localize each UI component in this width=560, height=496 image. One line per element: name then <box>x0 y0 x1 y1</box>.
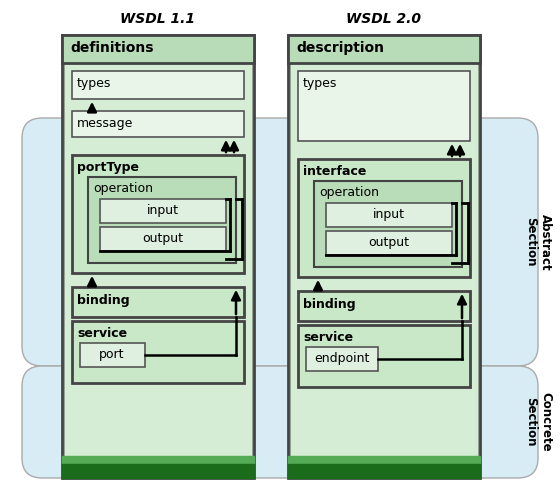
Text: input: input <box>373 208 405 221</box>
Bar <box>306 347 378 371</box>
Bar <box>80 343 145 367</box>
Text: port: port <box>99 348 125 361</box>
Bar <box>62 35 254 63</box>
Bar <box>298 71 470 141</box>
Bar <box>72 71 244 99</box>
Bar <box>298 159 470 277</box>
Text: WSDL 2.0: WSDL 2.0 <box>347 12 422 26</box>
Bar <box>88 177 236 263</box>
Text: Concrete
Section: Concrete Section <box>524 392 552 452</box>
Bar <box>62 456 254 464</box>
Text: output: output <box>368 236 409 249</box>
Text: WSDL 1.1: WSDL 1.1 <box>120 12 195 26</box>
Text: endpoint: endpoint <box>314 352 370 365</box>
Bar <box>298 325 470 387</box>
Text: binding: binding <box>303 298 356 311</box>
FancyBboxPatch shape <box>22 366 538 478</box>
Text: operation: operation <box>319 186 379 199</box>
Text: Abstract
Section: Abstract Section <box>524 214 552 270</box>
Text: message: message <box>77 117 133 130</box>
Text: portType: portType <box>77 161 139 174</box>
Bar <box>72 155 244 273</box>
Bar <box>62 35 254 478</box>
Bar <box>100 199 226 223</box>
Text: types: types <box>77 77 111 90</box>
Bar <box>100 227 226 251</box>
Bar <box>64 63 252 456</box>
Text: types: types <box>303 77 337 90</box>
Bar <box>62 464 254 478</box>
Bar <box>288 35 480 478</box>
Bar <box>72 321 244 383</box>
FancyBboxPatch shape <box>22 118 538 366</box>
Bar <box>72 111 244 137</box>
Bar <box>72 287 244 317</box>
Text: service: service <box>77 327 127 340</box>
Bar <box>290 63 478 456</box>
Text: interface: interface <box>303 165 366 178</box>
Bar <box>298 291 470 321</box>
Text: description: description <box>296 41 384 55</box>
Text: binding: binding <box>77 294 129 307</box>
Text: output: output <box>142 232 184 245</box>
Text: definitions: definitions <box>70 41 153 55</box>
Text: input: input <box>147 204 179 217</box>
Bar <box>288 464 480 478</box>
Bar <box>288 456 480 464</box>
Text: service: service <box>303 331 353 344</box>
Text: operation: operation <box>93 182 153 195</box>
Bar <box>314 181 462 267</box>
Bar <box>326 231 452 255</box>
Bar <box>288 35 480 63</box>
Bar <box>326 203 452 227</box>
